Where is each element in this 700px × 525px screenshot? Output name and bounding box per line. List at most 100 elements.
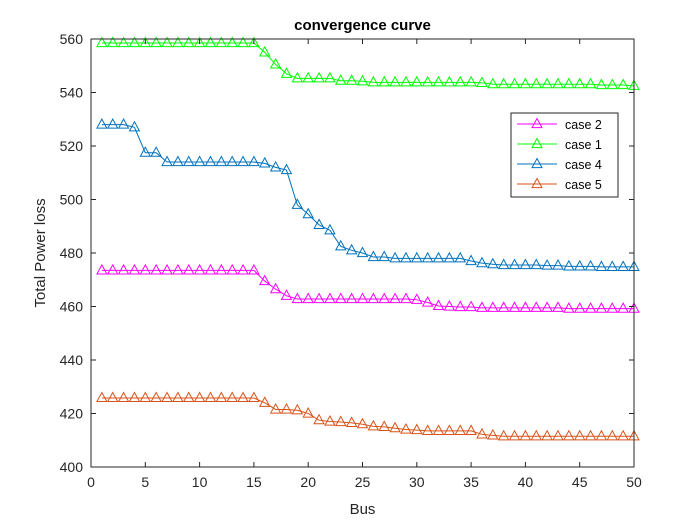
series-line-case-1 xyxy=(101,42,635,87)
y-tick-label: 540 xyxy=(60,85,84,101)
data-point-case-4 xyxy=(356,246,369,258)
data-point-case-1 xyxy=(356,74,369,86)
data-point-case-5 xyxy=(139,391,152,403)
data-point-case-1 xyxy=(563,77,575,89)
data-point-case-2 xyxy=(443,299,456,311)
data-point-case-2 xyxy=(389,292,401,304)
legend-label: case 4 xyxy=(565,158,602,172)
data-point-case-2 xyxy=(172,263,184,275)
x-tick-label: 15 xyxy=(246,474,262,490)
data-point-case-1 xyxy=(182,36,195,48)
data-point-case-1 xyxy=(432,75,445,87)
data-point-case-4 xyxy=(573,259,586,271)
data-point-case-1 xyxy=(96,36,108,48)
data-point-case-5 xyxy=(367,419,380,431)
x-tick-label: 5 xyxy=(141,474,149,490)
data-point-case-2 xyxy=(454,300,467,312)
data-point-case-4 xyxy=(595,260,608,271)
data-point-case-5 xyxy=(421,424,434,435)
data-point-case-4 xyxy=(378,250,391,262)
data-point-case-2 xyxy=(400,292,412,304)
data-point-case-2 xyxy=(367,292,380,304)
series-line-case-5 xyxy=(101,397,634,437)
data-point-case-1 xyxy=(454,75,467,87)
data-point-case-2 xyxy=(541,301,553,312)
data-point-case-1 xyxy=(411,75,423,87)
data-point-case-1 xyxy=(345,74,358,85)
x-tick-label: 40 xyxy=(518,474,534,490)
legend-item-case-1: case 1 xyxy=(517,137,602,152)
data-point-case-4 xyxy=(530,258,543,270)
data-point-case-1 xyxy=(150,36,162,48)
data-point-case-1 xyxy=(128,36,141,48)
data-point-case-4 xyxy=(617,260,629,271)
data-point-case-2 xyxy=(519,301,532,312)
data-point-case-5 xyxy=(324,414,336,426)
data-point-case-5 xyxy=(106,391,119,403)
data-point-case-5 xyxy=(497,429,510,441)
data-point-case-1 xyxy=(248,36,260,48)
x-tick-label: 35 xyxy=(463,474,479,490)
data-point-case-5 xyxy=(606,429,619,441)
data-point-case-4 xyxy=(302,207,314,219)
data-point-case-2 xyxy=(497,301,510,312)
data-point-case-4 xyxy=(139,146,152,157)
data-point-case-2 xyxy=(106,263,119,275)
data-point-case-2 xyxy=(161,263,173,275)
data-point-case-1 xyxy=(258,45,271,57)
data-point-case-5 xyxy=(552,429,564,441)
data-point-case-5 xyxy=(193,391,206,403)
legend-item-case-5: case 5 xyxy=(517,177,602,192)
y-tick-label: 440 xyxy=(60,352,84,368)
data-point-case-2 xyxy=(139,263,152,275)
x-tick-label: 20 xyxy=(300,474,316,490)
data-point-case-4 xyxy=(172,155,184,167)
data-point-case-4 xyxy=(193,155,206,167)
data-point-case-4 xyxy=(552,259,564,270)
data-point-case-1 xyxy=(476,76,488,87)
data-point-case-2 xyxy=(356,292,369,304)
data-point-case-2 xyxy=(411,293,423,304)
data-point-case-5 xyxy=(508,429,521,441)
data-point-case-4 xyxy=(400,251,412,263)
series-case-1 xyxy=(96,36,640,90)
data-point-case-4 xyxy=(258,156,271,168)
data-point-case-4 xyxy=(237,155,249,167)
data-point-case-4 xyxy=(487,257,499,269)
data-point-case-1 xyxy=(280,67,293,78)
data-point-case-2 xyxy=(204,263,217,275)
data-point-case-1 xyxy=(465,75,477,87)
data-point-case-4 xyxy=(334,239,347,251)
data-point-case-5 xyxy=(465,424,477,435)
data-point-case-4 xyxy=(182,155,195,167)
data-point-case-1 xyxy=(172,36,184,48)
data-point-case-2 xyxy=(334,292,347,304)
data-point-case-4 xyxy=(128,120,141,132)
data-point-case-5 xyxy=(313,413,325,425)
data-point-case-5 xyxy=(411,423,423,435)
data-point-case-2 xyxy=(215,263,228,275)
y-axis-label: Total Power loss xyxy=(32,198,49,307)
data-point-case-2 xyxy=(128,263,141,275)
legend-label: case 5 xyxy=(565,178,602,192)
data-point-case-4 xyxy=(313,218,325,229)
data-point-case-4 xyxy=(161,155,173,167)
data-point-case-1 xyxy=(106,36,119,48)
data-point-case-5 xyxy=(443,424,456,435)
x-tick-label: 30 xyxy=(409,474,425,490)
data-point-case-4 xyxy=(248,155,260,167)
data-point-case-4 xyxy=(269,160,282,172)
data-point-case-1 xyxy=(226,36,238,48)
data-point-case-4 xyxy=(150,146,162,157)
data-point-case-2 xyxy=(291,292,304,304)
data-point-case-1 xyxy=(291,71,304,83)
data-point-case-4 xyxy=(563,259,575,271)
data-point-case-2 xyxy=(313,292,325,304)
data-point-case-5 xyxy=(617,429,629,441)
data-point-case-2 xyxy=(465,300,477,312)
y-tick-label: 560 xyxy=(60,31,84,47)
data-point-case-4 xyxy=(411,251,423,263)
series-case-2 xyxy=(96,263,640,313)
data-point-case-4 xyxy=(421,251,434,263)
